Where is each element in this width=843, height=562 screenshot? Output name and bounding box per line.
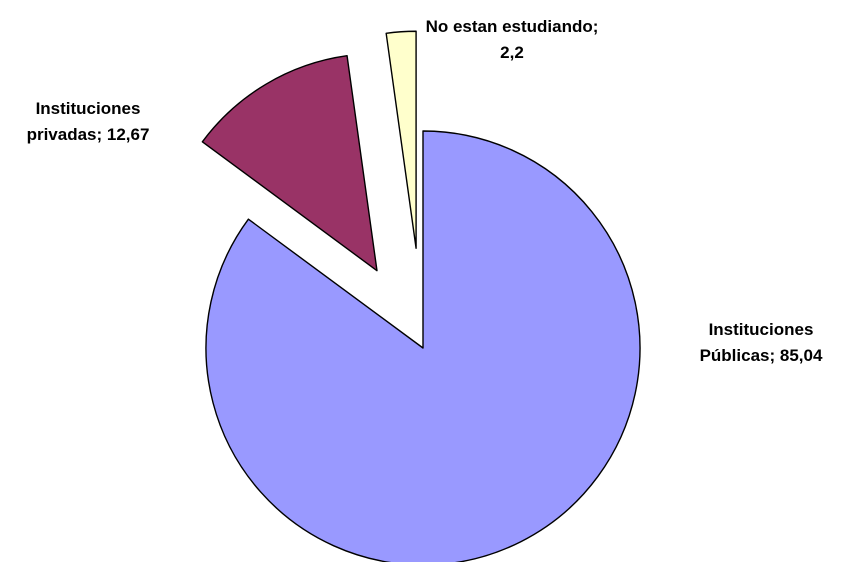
pie-label-instituciones-privadas: Instituciones privadas; 12,67	[27, 99, 150, 144]
pie-label-no-estan-estudiando: No estan estudiando; 2,2	[426, 17, 599, 62]
pie-slice-no-estan-estudiando	[385, 30, 417, 249]
pie-label-line: No estan estudiando;	[426, 17, 599, 36]
pie-label-instituciones-publicas: Instituciones Públicas; 85,04	[700, 320, 823, 365]
pie-label-line: Instituciones	[709, 320, 814, 339]
pie-slices	[201, 30, 641, 562]
pie-label-line: Instituciones	[36, 99, 141, 118]
pie-labels: Instituciones Públicas; 85,04Institucione…	[27, 17, 823, 365]
pie-slice-instituciones-privadas	[201, 55, 378, 272]
pie-label-line: 2,2	[500, 43, 524, 62]
pie-label-line: privadas; 12,67	[27, 125, 150, 144]
pie-label-line: Públicas; 85,04	[700, 346, 823, 365]
pie-slice-instituciones-publicas	[205, 130, 641, 562]
